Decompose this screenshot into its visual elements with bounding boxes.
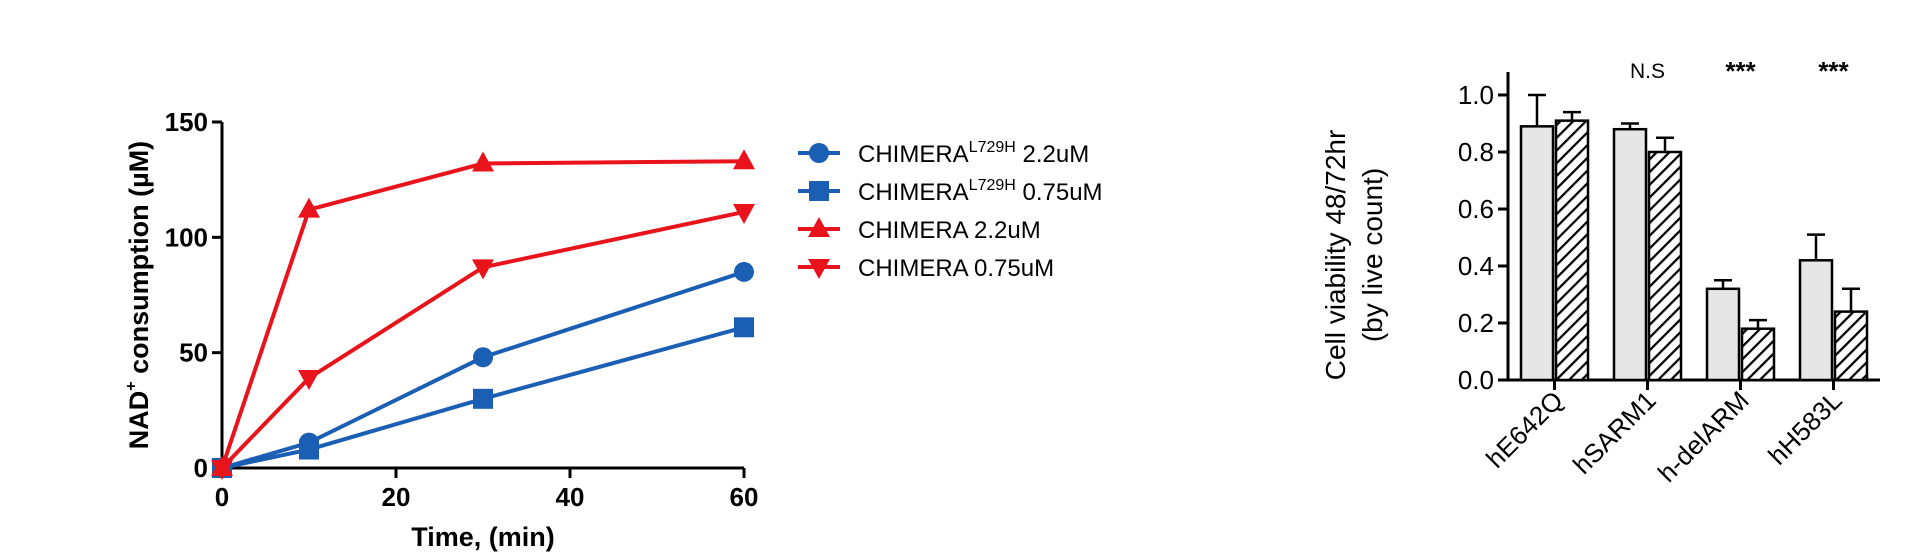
line-series-3 [211,149,755,476]
bar-chart-bars [1519,93,1869,382]
line-data-point [472,259,494,280]
line-data-point [298,197,320,218]
legend-label-sup: L729H [969,177,1016,194]
bar-group-item [1647,136,1683,382]
line-chart-x-tick-label: 40 [556,482,585,512]
line-data-point [734,317,754,338]
line-chart-x-tick-label: 0 [215,482,229,512]
line-series-path [221,325,745,470]
bar [1740,327,1776,382]
legend-label-main: CHIMERA 0.75uM [858,255,1054,282]
bar-chart-y-tick-label: 1.0 [1458,80,1494,110]
bar-chart-category-label: hH583L [1762,385,1848,471]
legend-item: CHIMERAL729H 0.75uM [798,177,1103,206]
legend-label: CHIMERA 0.75uM [858,255,1054,282]
bar-chart-category-label: h-delARM [1652,385,1755,488]
bar [1798,259,1834,382]
bar-chart-category-label: hSARM1 [1567,385,1662,480]
legend-item: CHIMERAL729H 2.2uM [798,139,1089,168]
legend-label-sup: L729H [969,139,1016,156]
line-chart-x-axis-title: Time, (min) [411,522,555,552]
bar-chart-y-tick-label: 0.4 [1458,251,1494,281]
line-chart-x-tick-label: 60 [730,482,759,512]
legend-label: CHIMERAL729H 0.75uM [858,177,1103,206]
legend-item: CHIMERA 0.75uM [798,255,1054,282]
legend-marker-icon [809,143,829,163]
bar [1833,310,1869,382]
legend-label-rest: 2.2uM [1016,141,1089,168]
line-series-4 [211,203,755,480]
line-data-point [211,460,233,480]
line-data-point [733,149,755,170]
line-data-point [299,439,319,460]
line-data-point [472,151,494,172]
bar-chart-y-ticks: 0.0 0.2 0.4 0.6 0.8 1.0 [1458,80,1508,395]
bar-chart-y-axis-title-line2: (by live count) [1357,168,1388,342]
bar [1519,125,1555,382]
significance-annotation: *** [1725,56,1756,86]
bar-group-item [1705,279,1741,382]
significance-annotation: *** [1818,56,1849,86]
line-chart-y-tick-label: 0 [194,453,208,483]
line-series-path [220,159,745,469]
legend-label-main: CHIMERA [858,141,969,168]
bar-chart-y-tick-label: 0.2 [1458,308,1494,338]
legend-marker-icon [808,217,830,237]
bar-chart-category-label: hE642Q [1480,385,1569,474]
bar [1705,287,1741,382]
bar [1647,150,1683,382]
legend-item: CHIMERA 2.2uM [798,217,1041,244]
bar-chart-annotations: N.S *** *** [1630,56,1850,86]
legend-marker-icon [809,181,829,201]
line-data-point [733,203,755,224]
bar-group-item [1519,93,1555,382]
line-series-1 [212,261,754,478]
line-data-point [473,388,493,409]
legend-label-main: CHIMERA [858,179,969,206]
line-series-path [221,270,745,470]
line-series-2 [212,317,754,478]
legend-label: CHIMERA 2.2uM [858,217,1041,244]
legend-label-main: CHIMERA 2.2uM [858,217,1041,244]
significance-annotation: N.S [1630,60,1665,83]
line-chart-y-axis-title-main: NAD [124,391,154,450]
legend-marker-icon [808,259,830,279]
legend-label: CHIMERAL729H 2.2uM [858,139,1089,168]
bar-group-item [1612,122,1648,382]
line-data-point [473,347,493,368]
line-chart-x-ticks: 0 20 40 60 [215,468,759,512]
line-chart-y-axis-title-rest: consumption (µM) [124,141,154,382]
line-chart-y-tick-label: 100 [165,222,208,252]
line-series-path [220,210,745,470]
bar-chart-y-tick-label: 0.0 [1458,365,1494,395]
line-chart-series-group [211,149,755,480]
bar [1612,127,1648,382]
bar-chart-y-tick-label: 0.6 [1458,194,1494,224]
legend-label-rest: 0.75uM [1016,179,1103,206]
bar [1554,119,1590,382]
line-chart-y-axis-title-sup: + [123,381,140,390]
line-data-point [298,370,320,391]
bar-group-item [1798,233,1834,382]
bar-group-item [1554,110,1590,382]
bar-chart-y-axis-title-line1: Cell viability 48/72hr [1320,130,1351,381]
line-chart-y-tick-label: 150 [165,107,208,137]
line-chart-x-tick-label: 20 [382,482,411,512]
line-chart-y-ticks: 0 50 100 150 [165,107,222,483]
line-chart-y-tick-label: 50 [179,338,208,368]
bar-group-item [1833,287,1869,382]
bar-chart-y-tick-label: 0.8 [1458,137,1494,167]
bar-group-item [1740,318,1776,382]
line-chart-y-axis-title: NAD+ consumption (µM) [123,141,154,449]
line-data-point [734,261,754,282]
line-chart: 0 50 100 150 0 20 40 60 Time, (min) NAD+ consu… [123,107,758,552]
